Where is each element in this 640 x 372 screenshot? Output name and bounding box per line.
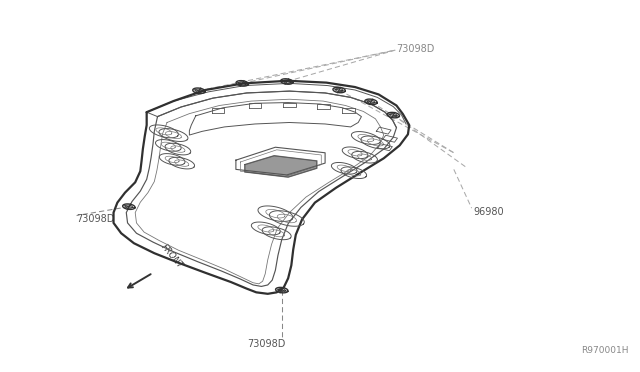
Polygon shape [245, 156, 317, 177]
Text: 73098D: 73098D [246, 339, 285, 349]
Text: 73098D: 73098D [77, 214, 115, 224]
Text: 96980: 96980 [473, 207, 504, 217]
Text: 73098D: 73098D [396, 44, 435, 54]
Text: FRONT: FRONT [159, 243, 185, 270]
Text: R970001H: R970001H [582, 346, 629, 355]
